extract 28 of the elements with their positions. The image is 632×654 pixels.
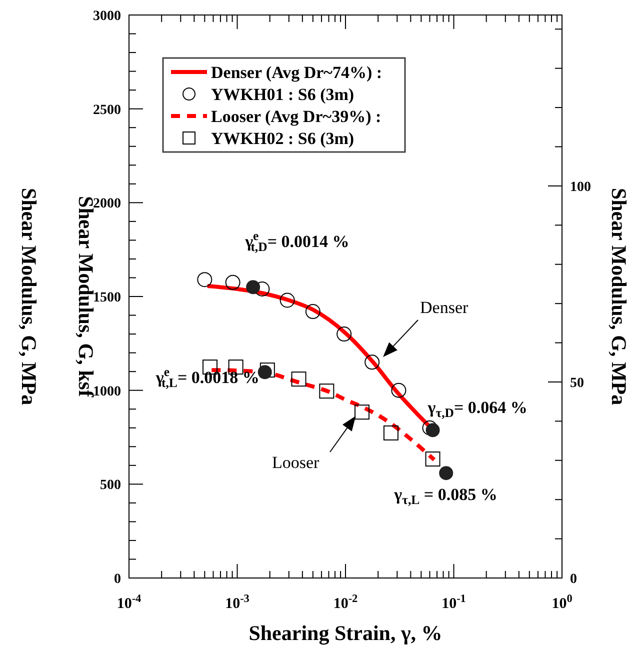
legend-label: Denser (Avg Dr~74%) :	[211, 63, 382, 82]
annotation: γ$^{e}$$_{t,L}$= 0.0018 %	[154, 364, 260, 390]
legend-label: YWKH01 : S6 (3m)	[211, 85, 354, 104]
y-tick-label: 500	[100, 478, 121, 494]
annotation: γ$^{e}$$_{t,D}$= 0.0014 %	[244, 228, 350, 254]
x-axis-title: Shearing Strain, γ, %	[248, 621, 442, 645]
y-tick-label: 1000	[93, 384, 121, 400]
annotation: γ$_{τ,D}$= 0.064 %	[426, 398, 528, 420]
y2-tick-label: 50	[570, 376, 584, 391]
y-tick-label: 0	[114, 572, 121, 587]
annotation: γ$_{τ,L}$ = 0.085 %	[393, 485, 498, 507]
x-tick-label: 10$^{-2}$	[333, 592, 358, 612]
y2-axis-title: Shear Modulus, G, MPa	[607, 188, 631, 406]
x-tick-label: 10$^{-1}$	[442, 592, 466, 612]
text: Shear Modulus, G, MPa	[17, 188, 41, 406]
y-tick-label: 1500	[93, 290, 121, 306]
y2-tick-label: 0	[570, 572, 577, 587]
y-tick-label: 3000	[93, 9, 121, 24]
legend-label: Looser (Avg Dr~39%) :	[211, 107, 382, 126]
annotation: Denser	[420, 298, 468, 317]
annotation: Looser	[272, 453, 320, 472]
x-tick-label: 10$^{0}$	[552, 592, 573, 612]
x-tick-label: 10$^{-3}$	[225, 592, 250, 612]
y-tick-label: 2000	[93, 196, 121, 212]
x-tick-label: 10$^{-4}$	[116, 592, 142, 612]
y-tick-label: 2500	[93, 102, 121, 118]
legend-label: YWKH02 : S6 (3m)	[211, 129, 354, 148]
y2-tick-label: 100	[570, 180, 591, 195]
